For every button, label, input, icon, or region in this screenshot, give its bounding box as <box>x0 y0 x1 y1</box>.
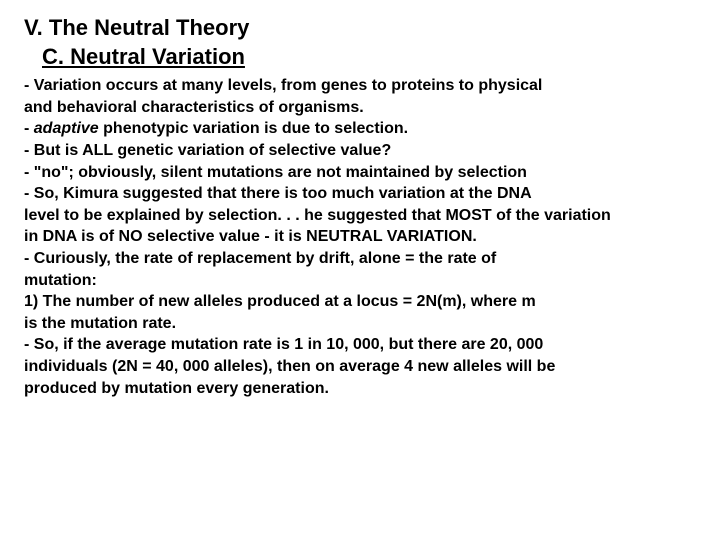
line-2b: phenotypic variation is due to selection… <box>99 120 408 137</box>
line-7a: 1) The number of new alleles produced at… <box>24 293 536 310</box>
line-5a: - So, Kimura suggested that there is too… <box>24 185 532 202</box>
line-1a: - Variation occurs at many levels, from … <box>24 77 542 94</box>
heading-sub: C. Neutral Variation <box>24 43 696 72</box>
line-2a: - <box>24 120 34 137</box>
line-5c: in DNA is of NO selective value - it is … <box>24 228 477 245</box>
slide-container: V. The Neutral Theory C. Neutral Variati… <box>0 0 720 413</box>
line-8c: produced by mutation every generation. <box>24 380 329 397</box>
line-4: - "no"; obviously, silent mutations are … <box>24 164 527 181</box>
line-8b: individuals (2N = 40, 000 alleles), then… <box>24 358 555 375</box>
line-2-italic: adaptive <box>34 120 99 137</box>
line-1b: and behavioral characteristics of organi… <box>24 99 364 116</box>
line-6a: - Curiously, the rate of replacement by … <box>24 250 496 267</box>
line-5b: level to be explained by selection. . . … <box>24 207 611 224</box>
line-6b: mutation: <box>24 272 97 289</box>
heading-main: V. The Neutral Theory <box>24 14 696 43</box>
line-8a: - So, if the average mutation rate is 1 … <box>24 336 543 353</box>
body-paragraph: - Variation occurs at many levels, from … <box>24 75 696 399</box>
line-7b: is the mutation rate. <box>24 315 176 332</box>
line-3: - But is ALL genetic variation of select… <box>24 142 391 159</box>
